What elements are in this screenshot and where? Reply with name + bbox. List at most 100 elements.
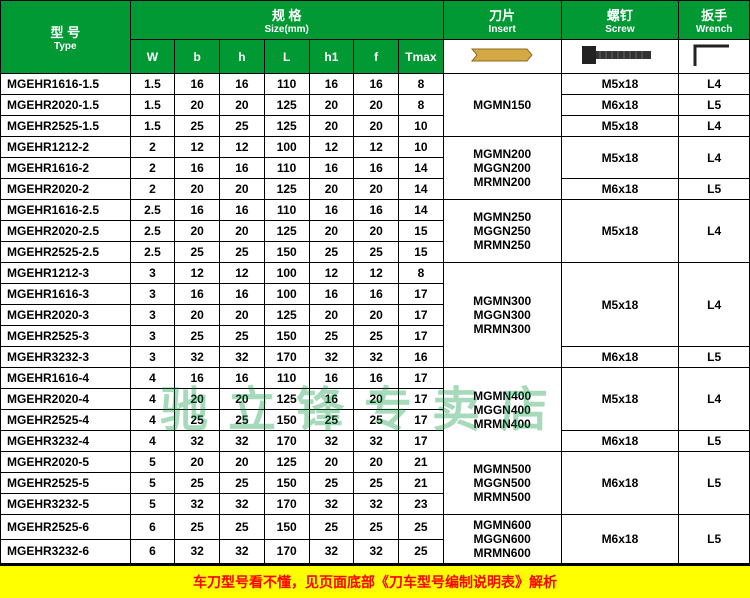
cell-W: 2.5 — [130, 200, 175, 221]
cell-type: MGEHR3232-4 — [1, 431, 131, 452]
cell-W: 5 — [130, 452, 175, 473]
cell-f: 32 — [354, 494, 399, 515]
wrench-cell: L5 — [679, 452, 750, 515]
insert-icon — [467, 41, 537, 69]
cell-h: 12 — [220, 263, 265, 284]
cell-W: 6 — [130, 539, 175, 564]
cell-Tmax: 14 — [399, 158, 444, 179]
cell-type: MGEHR1616-2 — [1, 158, 131, 179]
cell-W: 1.5 — [130, 116, 175, 137]
cell-f: 16 — [354, 158, 399, 179]
cell-W: 3 — [130, 347, 175, 368]
cell-L: 150 — [264, 410, 309, 431]
header-wrench-en: Wrench — [681, 24, 747, 35]
cell-type: MGEHR2525-3 — [1, 326, 131, 347]
cell-f: 20 — [354, 95, 399, 116]
screw-cell: M5x18 — [561, 200, 679, 263]
table-row: MGEHR3232-443232170323217M6x18L5 — [1, 431, 750, 452]
table-row: MGEHR1616-1.51.5161611016168MGMN150M5x18… — [1, 74, 750, 95]
cell-h1: 12 — [309, 137, 354, 158]
table-row: MGEHR2020-552020125202021MGMN500MGGN500M… — [1, 452, 750, 473]
cell-b: 25 — [175, 116, 220, 137]
cell-h: 20 — [220, 179, 265, 200]
cell-W: 4 — [130, 389, 175, 410]
cell-b: 16 — [175, 158, 220, 179]
cell-b: 25 — [175, 242, 220, 263]
cell-W: 4 — [130, 368, 175, 389]
header-size-en: Size(mm) — [133, 24, 441, 35]
cell-f: 20 — [354, 389, 399, 410]
cell-b: 16 — [175, 368, 220, 389]
cell-type: MGEHR2020-5 — [1, 452, 131, 473]
cell-W: 3 — [130, 326, 175, 347]
cell-Tmax: 8 — [399, 263, 444, 284]
cell-f: 20 — [354, 116, 399, 137]
header-type: 型 号Type — [1, 1, 131, 74]
cell-h: 16 — [220, 158, 265, 179]
cell-b: 16 — [175, 74, 220, 95]
col-L: L — [264, 40, 309, 74]
table-body: MGEHR1616-1.51.5161611016168MGMN150M5x18… — [1, 74, 750, 564]
screw-icon — [580, 42, 660, 68]
insert-cell: MGMN150 — [443, 74, 561, 137]
cell-b: 20 — [175, 95, 220, 116]
cell-b: 32 — [175, 539, 220, 564]
cell-b: 16 — [175, 200, 220, 221]
cell-W: 2 — [130, 158, 175, 179]
table-row: MGEHR1616-2.52.51616110161614MGMN250MGGN… — [1, 200, 750, 221]
wrench-image-cell — [679, 40, 750, 74]
cell-L: 100 — [264, 263, 309, 284]
cell-b: 16 — [175, 284, 220, 305]
cell-h: 32 — [220, 347, 265, 368]
cell-h: 20 — [220, 221, 265, 242]
cell-b: 25 — [175, 326, 220, 347]
cell-L: 170 — [264, 347, 309, 368]
screw-cell: M5x18 — [561, 137, 679, 179]
table-row: MGEHR3232-333232170323216M6x18L5 — [1, 347, 750, 368]
cell-h1: 25 — [309, 326, 354, 347]
insert-cell: MGMN600MGGN600MRMN600 — [443, 515, 561, 564]
cell-h: 25 — [220, 410, 265, 431]
cell-f: 20 — [354, 179, 399, 200]
insert-image-cell — [443, 40, 561, 74]
cell-b: 20 — [175, 452, 220, 473]
cell-L: 125 — [264, 179, 309, 200]
screw-image-cell — [561, 40, 679, 74]
cell-L: 125 — [264, 221, 309, 242]
cell-type: MGEHR1616-3 — [1, 284, 131, 305]
footer-note: 车刀型号看不懂，见页面底部《刀车型号编制说明表》解析 — [0, 564, 750, 598]
cell-L: 110 — [264, 74, 309, 95]
cell-h1: 25 — [309, 242, 354, 263]
cell-L: 110 — [264, 200, 309, 221]
screw-cell: M5x18 — [561, 74, 679, 95]
cell-b: 25 — [175, 473, 220, 494]
header-screw: 螺钉Screw — [561, 1, 679, 40]
cell-h: 32 — [220, 431, 265, 452]
table-row: MGEHR2020-1.51.5202012520208M6x18L5 — [1, 95, 750, 116]
cell-h1: 16 — [309, 158, 354, 179]
header-insert: 刀片Insert — [443, 1, 561, 40]
cell-h: 32 — [220, 539, 265, 564]
cell-W: 3 — [130, 263, 175, 284]
cell-h: 25 — [220, 116, 265, 137]
cell-L: 150 — [264, 242, 309, 263]
cell-b: 20 — [175, 305, 220, 326]
insert-cell: MGMN200MGGN200MRMN200 — [443, 137, 561, 200]
table-row: MGEHR1212-221212100121210MGMN200MGGN200M… — [1, 137, 750, 158]
cell-L: 100 — [264, 137, 309, 158]
cell-type: MGEHR2020-2 — [1, 179, 131, 200]
cell-f: 16 — [354, 74, 399, 95]
wrench-cell: L4 — [679, 200, 750, 263]
insert-cell: MGMN300MGGN300MRMN300 — [443, 263, 561, 368]
cell-type: MGEHR2525-6 — [1, 515, 131, 540]
wrench-cell: L5 — [679, 179, 750, 200]
cell-type: MGEHR1212-2 — [1, 137, 131, 158]
cell-type: MGEHR2020-1.5 — [1, 95, 131, 116]
cell-f: 20 — [354, 305, 399, 326]
col-f: f — [354, 40, 399, 74]
screw-cell: M6x18 — [561, 179, 679, 200]
cell-Tmax: 15 — [399, 221, 444, 242]
cell-L: 150 — [264, 326, 309, 347]
cell-Tmax: 14 — [399, 200, 444, 221]
col-b: b — [175, 40, 220, 74]
